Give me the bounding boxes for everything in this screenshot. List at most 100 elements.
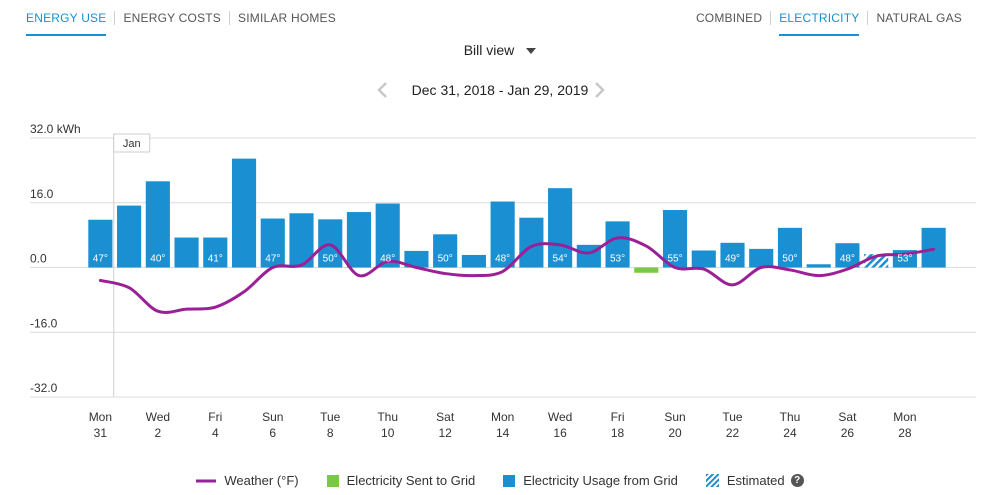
- usage-bar: [777, 227, 803, 268]
- x-tick-date: 2: [154, 426, 161, 440]
- caret-down-icon: [526, 48, 537, 55]
- weather-temp-label: 54°: [553, 254, 568, 265]
- x-tick-date: 26: [841, 426, 855, 440]
- usage-bar: [490, 201, 515, 268]
- weather-temp-label: 53°: [610, 254, 625, 265]
- usage-bar: [548, 188, 573, 268]
- usage-bar: [375, 203, 400, 268]
- usage-bar: [806, 264, 831, 268]
- help-icon[interactable]: ?: [790, 474, 804, 487]
- x-tick-date: 31: [94, 426, 108, 440]
- y-tick-label: 32.0 kWh: [30, 122, 81, 136]
- tab-similar-homes[interactable]: SIMILAR HOMES: [238, 11, 336, 25]
- usage-bar: [145, 181, 170, 268]
- y-tick-label: -32.0: [30, 381, 58, 395]
- weather-temp-label: 50°: [438, 254, 453, 265]
- x-tick-date: 20: [668, 426, 682, 440]
- legend-usage[interactable]: Electricity Usage from Grid: [503, 473, 678, 488]
- month-marker-label: Jan: [123, 138, 141, 150]
- weather-temp-label: 48°: [380, 254, 395, 265]
- x-tick-day: Mon: [89, 410, 112, 424]
- weather-temp-label: 55°: [667, 254, 682, 265]
- legend-weather[interactable]: Weather (°F): [196, 473, 299, 488]
- weather-line: [98, 236, 936, 314]
- usage-bar: [260, 218, 285, 268]
- energy-view-tabs: ENERGY USE ENERGY COSTS SIMILAR HOMES: [26, 11, 336, 36]
- usage-bar: [835, 243, 860, 268]
- sent-swatch: [326, 474, 339, 487]
- x-tick-day: Mon: [893, 410, 916, 424]
- x-tick-date: 8: [327, 426, 334, 440]
- x-tick-date: 10: [381, 426, 395, 440]
- x-tick-date: 16: [553, 426, 567, 440]
- legend-sent-label: Electricity Sent to Grid: [346, 473, 476, 488]
- tab-divider: [114, 11, 116, 25]
- usage-bar: [605, 221, 630, 268]
- tab-energy-costs[interactable]: ENERGY COSTS: [123, 11, 222, 25]
- x-tick-day: Wed: [548, 410, 572, 424]
- usage-bar: [461, 254, 486, 268]
- weather-temp-label: 53°: [897, 254, 912, 265]
- tab-natural-gas[interactable]: NATURAL GAS: [876, 11, 962, 25]
- legend-estimated-label: Estimated: [726, 473, 785, 488]
- tab-divider: [229, 11, 231, 25]
- view-dropdown[interactable]: Bill view: [0, 42, 1000, 58]
- usage-bar: [662, 210, 688, 268]
- x-tick-date: 28: [898, 426, 912, 440]
- chevron-right-icon[interactable]: [589, 80, 609, 100]
- month-marker-box: [113, 133, 151, 153]
- x-tick-day: Wed: [146, 410, 170, 424]
- x-tick-date: 4: [212, 426, 219, 440]
- x-tick-day: Thu: [780, 410, 801, 424]
- energy-usage-chart: 32.0 kWh 16.0 0.0 -16.0 -32.0 Jan 47° 40° 41° 47°…: [30, 122, 976, 440]
- x-tick-day: Tue: [320, 410, 341, 424]
- usage-bar: [346, 212, 372, 268]
- y-tick-label: -16.0: [30, 316, 58, 330]
- x-tick-day: Fri: [611, 410, 625, 424]
- x-tick-date: 12: [438, 426, 452, 440]
- tab-electricity[interactable]: ELECTRICITY: [779, 11, 860, 36]
- usage-bar: [404, 250, 429, 268]
- weather-temp-label: 50°: [323, 254, 338, 265]
- chart-legend: Weather (°F) Electricity Sent to Grid El…: [0, 473, 1000, 488]
- weather-temp-label: 48°: [840, 254, 855, 265]
- x-tick-day: Sun: [664, 410, 685, 424]
- y-tick-label: 16.0: [30, 187, 54, 201]
- date-range: Dec 31, 2018 - Jan 29, 2019: [411, 82, 589, 98]
- x-tick-date: 22: [726, 426, 740, 440]
- weather-temp-label: 47°: [265, 254, 280, 265]
- usage-bar: [117, 205, 142, 268]
- tab-divider: [770, 11, 772, 25]
- usage-bar: [231, 158, 257, 268]
- legend-usage-label: Electricity Usage from Grid: [523, 473, 678, 488]
- x-tick-date: 24: [783, 426, 797, 440]
- weather-line-swatch: [196, 479, 217, 482]
- legend-weather-label: Weather (°F): [224, 473, 299, 488]
- y-tick-label: 0.0: [30, 252, 47, 266]
- usage-bar: [921, 227, 946, 268]
- usage-bar: [88, 219, 113, 268]
- weather-temp-label: 48°: [495, 254, 510, 265]
- x-tick-date: 14: [496, 426, 510, 440]
- x-tick-date: 18: [611, 426, 625, 440]
- usage-bar: [203, 237, 228, 268]
- usage-bar: [174, 237, 199, 268]
- x-tick-day: Sat: [838, 410, 857, 424]
- view-dropdown-label: Bill view: [463, 42, 515, 58]
- legend-sent[interactable]: Electricity Sent to Grid: [326, 473, 476, 488]
- usage-bar: [720, 242, 745, 268]
- weather-temp-label: 40°: [150, 254, 165, 265]
- x-tick-day: Mon: [491, 410, 514, 424]
- weather-temp-label: 50°: [782, 254, 797, 265]
- x-tick-date: 6: [269, 426, 276, 440]
- tab-combined[interactable]: COMBINED: [695, 11, 763, 25]
- chevron-left-icon[interactable]: [373, 80, 393, 100]
- usage-bar: [433, 234, 458, 268]
- usage-bar: [749, 248, 774, 268]
- usage-bar: [691, 250, 716, 268]
- sent-bar: [634, 267, 659, 273]
- weather-temp-label: 41°: [208, 254, 223, 265]
- tab-energy-use[interactable]: ENERGY USE: [26, 11, 107, 36]
- tab-divider: [867, 11, 869, 25]
- legend-estimated[interactable]: Estimated ?: [705, 473, 804, 488]
